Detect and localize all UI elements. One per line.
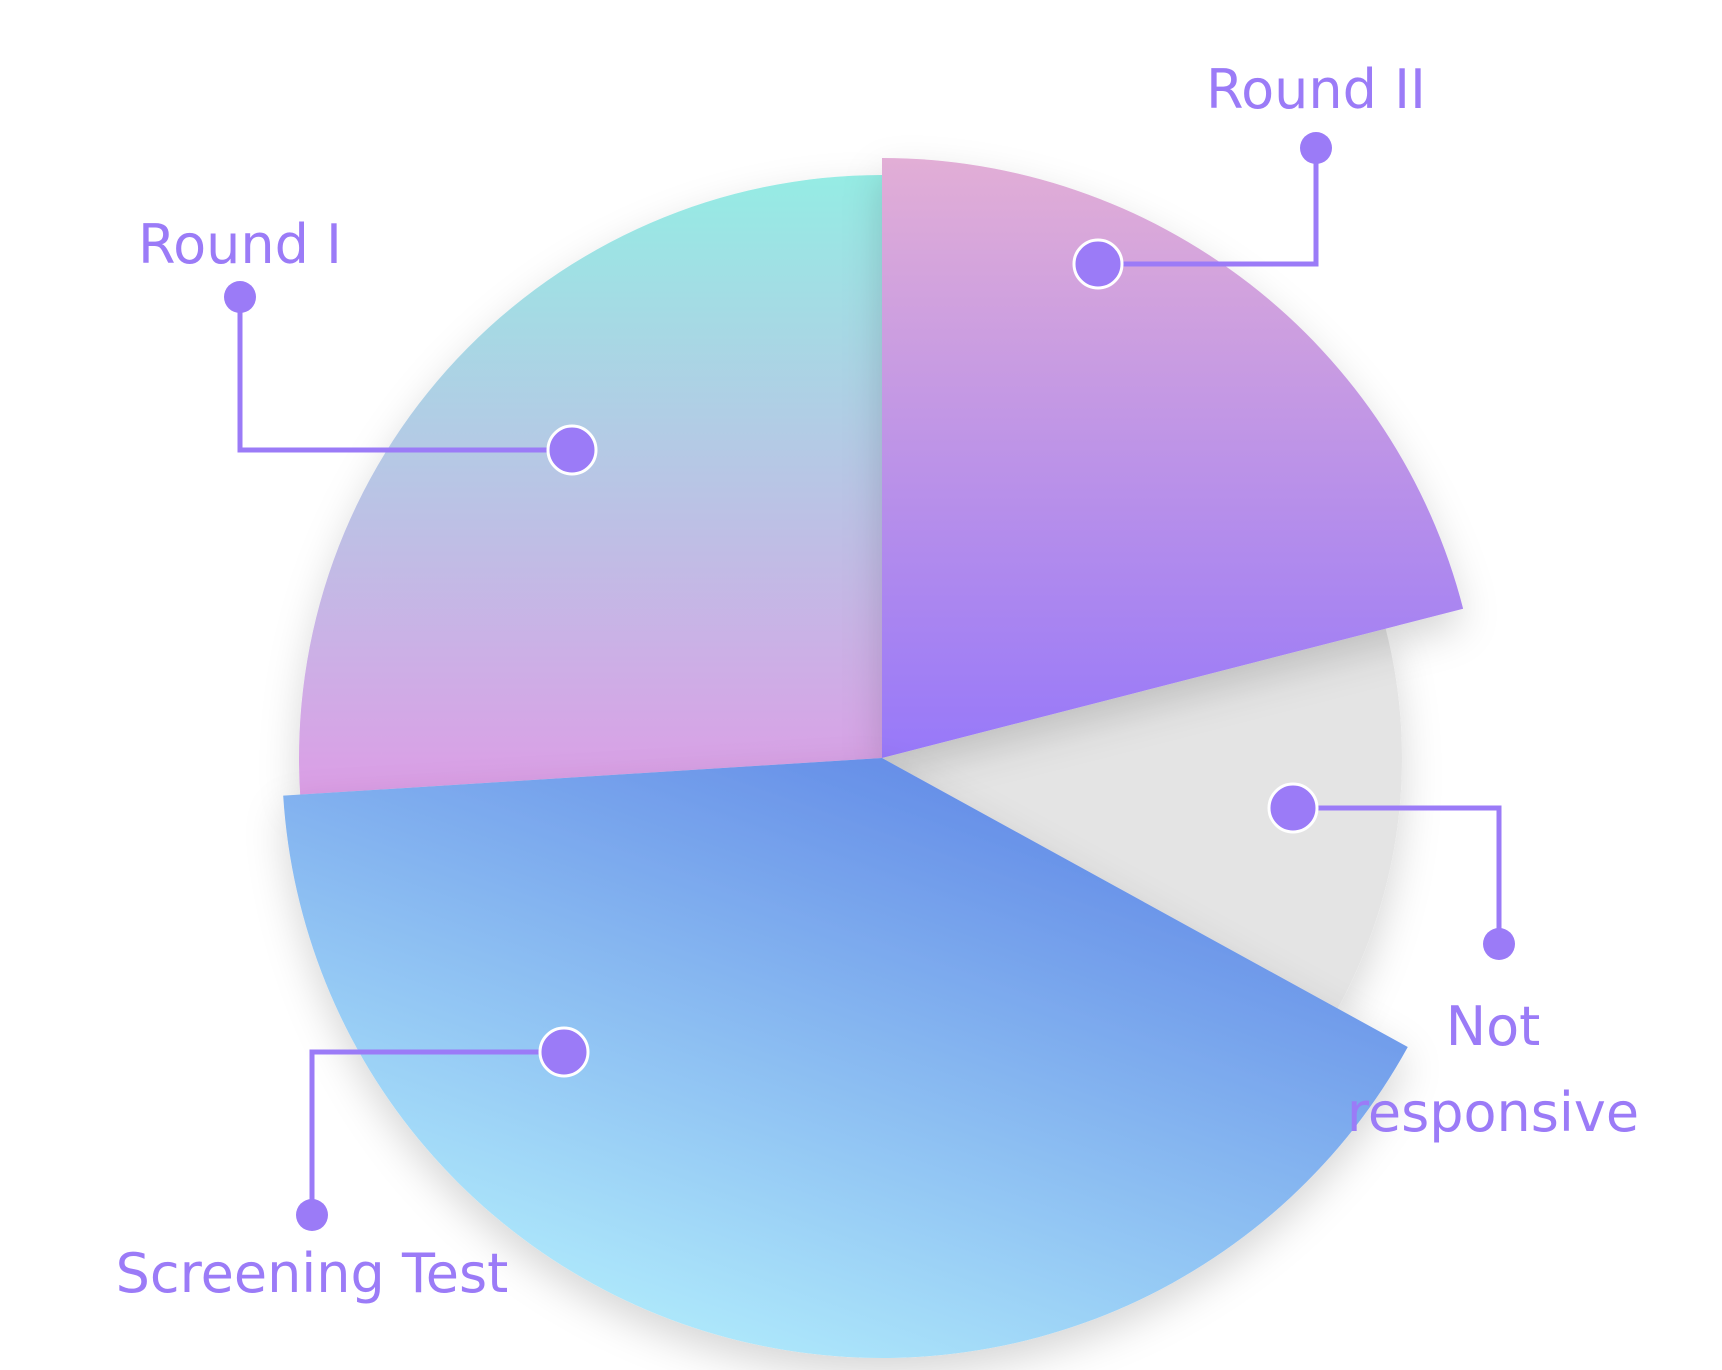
callout-slice-dot-round-i	[546, 424, 598, 476]
slice-label-not-responsive-line-2: responsive	[1347, 1081, 1639, 1144]
pie-slices	[283, 158, 1464, 1358]
callout-slice-dot-screening-test	[538, 1026, 590, 1078]
callout-line-round-i	[237, 297, 572, 453]
callout-end-dot-not-responsive	[1483, 928, 1515, 960]
callout-not-responsive: Not responsive	[1267, 782, 1639, 1144]
callout-round-i: Round I	[138, 213, 598, 476]
callout-slice-dot-not-responsive	[1267, 782, 1319, 834]
pie-slice-round-ii	[882, 158, 1464, 758]
callout-line-not-responsive	[1293, 805, 1502, 944]
callout-end-dot-round-i	[224, 281, 256, 313]
callout-line-round-ii	[1098, 148, 1319, 267]
callout-slice-dot-round-ii	[1072, 238, 1124, 290]
callout-end-dot-screening-test	[296, 1199, 328, 1231]
pie-callouts: Round I Round II Not responsive Screening Te…	[116, 58, 1639, 1305]
callout-end-dot-round-ii	[1300, 132, 1332, 164]
pie-slice-not-responsive	[882, 628, 1402, 1009]
pie-slice-round-i	[298, 175, 882, 795]
slice-label-round-ii: Round II	[1206, 58, 1426, 121]
callout-round-ii: Round II	[1072, 58, 1426, 290]
callout-screening-test: Screening Test	[116, 1026, 590, 1305]
slice-label-screening-test: Screening Test	[116, 1242, 509, 1305]
callout-line-screening-test	[309, 1049, 564, 1215]
pie-slice-screening-test	[283, 758, 1408, 1358]
slice-label-round-i: Round I	[138, 213, 342, 276]
slice-label-not-responsive-line-1: Not	[1446, 995, 1541, 1058]
